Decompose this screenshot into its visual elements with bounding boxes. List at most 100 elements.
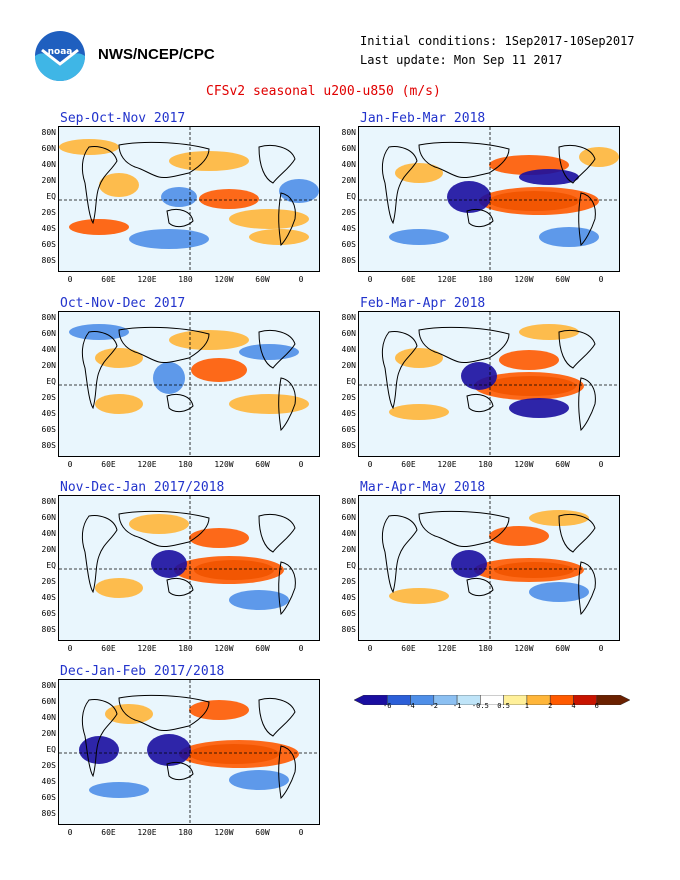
lon-tick-label: 60W xyxy=(555,275,570,284)
coastline xyxy=(166,761,194,781)
lat-tick-label: 20S xyxy=(341,208,356,217)
anomaly-region xyxy=(95,348,143,368)
anomaly-region xyxy=(389,404,449,420)
anomaly-region xyxy=(151,550,187,578)
lon-tick-label: 0 xyxy=(298,828,304,837)
map-shading xyxy=(59,127,319,271)
coastline xyxy=(418,326,510,363)
anomaly-region xyxy=(161,187,197,207)
lon-tick-label: 0 xyxy=(67,644,73,653)
lon-tick-label: 0 xyxy=(298,460,304,469)
anomaly-region xyxy=(447,181,491,213)
lon-tick-label: 120W xyxy=(214,275,234,284)
lat-tick-label: 40S xyxy=(41,777,56,786)
lon-tick-label: 180 xyxy=(178,275,193,284)
lat-tick-label: 40S xyxy=(341,593,356,602)
lat-tick-label: 80S xyxy=(41,625,56,634)
lon-tick-label: 60W xyxy=(255,644,270,653)
coastline xyxy=(278,745,296,800)
lon-tick-label: 0 xyxy=(367,460,373,469)
lon-tick-label: 180 xyxy=(178,828,193,837)
lat-tick-label: 80S xyxy=(341,441,356,450)
svg-text:noaa: noaa xyxy=(48,47,73,57)
coastline xyxy=(558,514,596,553)
lat-tick-label: 80N xyxy=(41,128,56,137)
coastline xyxy=(558,145,596,184)
anomaly-region xyxy=(489,526,549,546)
anomaly-region xyxy=(174,556,284,584)
panel-title: Jan-Feb-Mar 2018 xyxy=(360,111,486,126)
anomaly-region xyxy=(389,588,449,604)
map-panel xyxy=(358,126,620,272)
lon-tick-label: 60E xyxy=(101,460,116,469)
lon-tick-label: 60W xyxy=(255,828,270,837)
lon-tick-label: 60W xyxy=(255,275,270,284)
lat-tick-label: 60S xyxy=(41,425,56,434)
lon-tick-label: 180 xyxy=(478,460,493,469)
lat-tick-label: 60S xyxy=(341,425,356,434)
anomaly-region xyxy=(199,189,259,209)
lat-tick-label: 40S xyxy=(341,224,356,233)
lon-tick-label: 60E xyxy=(101,644,116,653)
lon-tick-label: 60E xyxy=(101,828,116,837)
coastline xyxy=(558,330,596,369)
lon-tick-label: 60E xyxy=(401,460,416,469)
coastline xyxy=(578,561,596,616)
colorbar xyxy=(353,690,631,706)
anomaly-region xyxy=(105,704,153,724)
anomaly-region xyxy=(519,324,579,340)
anomaly-region xyxy=(279,179,319,203)
colorbar-label: -2 xyxy=(429,702,439,710)
lat-tick-label: 20S xyxy=(41,208,56,217)
lon-tick-label: 120W xyxy=(514,460,534,469)
lon-tick-label: 120E xyxy=(437,644,457,653)
coastline xyxy=(578,377,596,432)
coastline xyxy=(466,577,494,597)
lat-tick-label: 40N xyxy=(341,345,356,354)
lat-tick-label: 80S xyxy=(341,625,356,634)
lon-tick-label: 0 xyxy=(598,644,604,653)
map-panel xyxy=(358,495,620,641)
anomaly-region xyxy=(179,740,299,768)
lat-tick-label: 60N xyxy=(41,144,56,153)
coastline xyxy=(81,699,118,778)
lat-tick-label: 60S xyxy=(41,609,56,618)
map-panel xyxy=(358,311,620,457)
anomaly-region xyxy=(479,187,599,215)
anomaly-region xyxy=(579,147,619,167)
lat-tick-label: 80S xyxy=(41,256,56,265)
panel-title: Oct-Nov-Dec 2017 xyxy=(60,296,186,311)
lat-tick-label: EQ xyxy=(46,192,56,201)
anomaly-region xyxy=(189,528,249,548)
colorbar-label: 2 xyxy=(548,702,553,710)
lat-tick-label: 40S xyxy=(341,409,356,418)
lat-tick-label: 20N xyxy=(341,545,356,554)
anomaly-region xyxy=(461,362,497,390)
colorbar-label: 1 xyxy=(524,702,530,710)
anomaly-region xyxy=(79,736,119,764)
lon-tick-label: 120E xyxy=(437,275,457,284)
map-shading xyxy=(359,127,619,271)
coastline xyxy=(81,515,118,594)
coastline xyxy=(258,514,296,553)
lat-tick-label: 60N xyxy=(41,329,56,338)
lon-tick-label: 60E xyxy=(101,275,116,284)
lat-tick-label: 20N xyxy=(41,176,56,185)
lon-tick-label: 0 xyxy=(298,644,304,653)
lat-tick-label: 20S xyxy=(41,393,56,402)
coastline xyxy=(381,146,418,225)
lat-tick-label: 80N xyxy=(41,497,56,506)
lon-tick-label: 0 xyxy=(67,460,73,469)
lon-tick-label: 120E xyxy=(137,644,157,653)
lat-tick-label: EQ xyxy=(46,745,56,754)
coastline xyxy=(81,331,118,410)
anomaly-region xyxy=(95,578,143,598)
anomaly-region xyxy=(529,582,589,602)
coastline xyxy=(258,330,296,369)
coastline xyxy=(466,208,494,228)
lat-tick-label: 20S xyxy=(41,577,56,586)
map-panel xyxy=(58,311,320,457)
map-panel xyxy=(58,679,320,825)
colorbar-swatch xyxy=(596,694,631,706)
lat-tick-label: 80N xyxy=(341,128,356,137)
